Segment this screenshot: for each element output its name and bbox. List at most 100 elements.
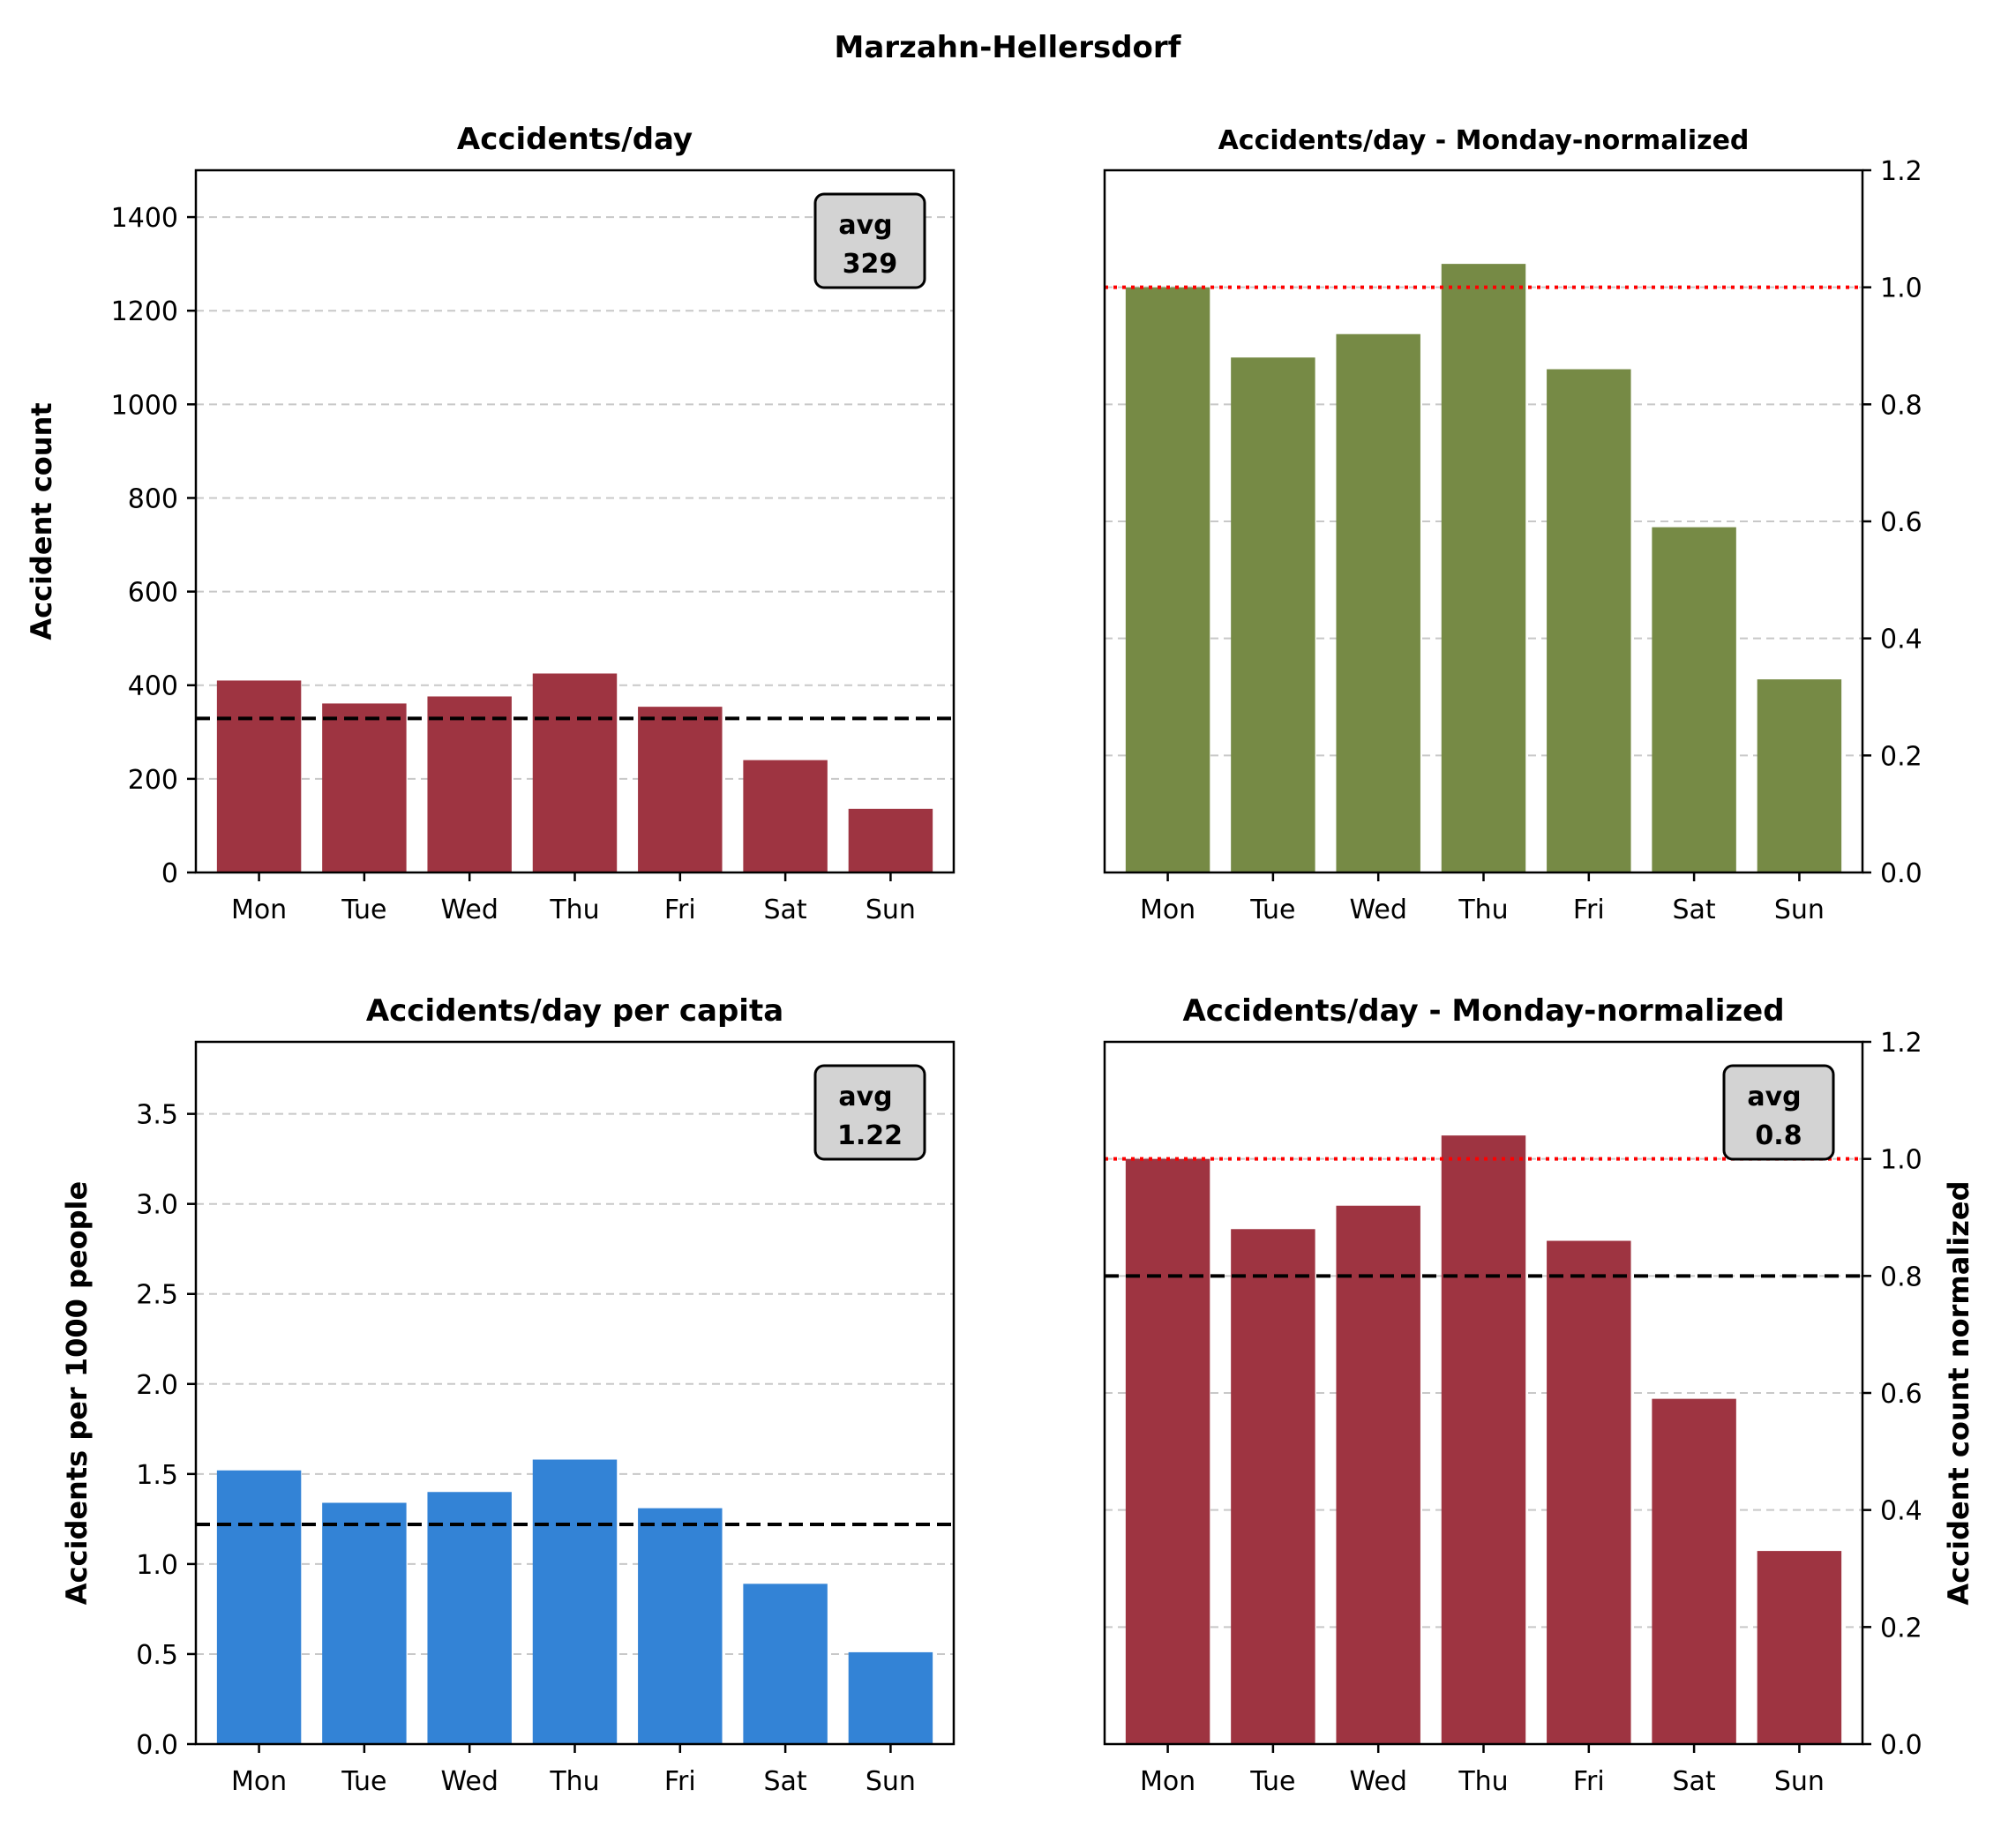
panel4-bar-tue bbox=[1231, 1229, 1315, 1744]
panel1-bar-wed bbox=[427, 696, 512, 872]
panel1-bar-tue bbox=[322, 703, 407, 872]
panel3-xtick-label: Thu bbox=[549, 1766, 599, 1797]
panel4-xtick-label: Mon bbox=[1140, 1766, 1195, 1797]
panel2-bar-mon bbox=[1125, 287, 1210, 873]
panel3-xtick-label: Mon bbox=[231, 1766, 287, 1797]
panel3-xtick-label: Sun bbox=[866, 1766, 916, 1797]
panel1-bar-mon bbox=[216, 680, 302, 872]
panel4-avg-box bbox=[1722, 1064, 1835, 1161]
panel4-ytick-label: 1.0 bbox=[1880, 1145, 1922, 1176]
panel-monday-normalized-bottom: Mon Tue Wed Thu Fri Sat Sun 0.0 0.2 0.4 0.6 0.8 1.0 1… bbox=[1103, 993, 1975, 1797]
panel3-bar-sun bbox=[848, 1651, 933, 1744]
panel-monday-normalized-top: Mon Tue Wed Thu Fri Sat Sun 0.0 0.2 0.4 0.6 0.8 1.0 1… bbox=[1103, 125, 1922, 925]
panel2-ytick-label: 0.6 bbox=[1880, 507, 1922, 538]
panel4-xtick-label: Sat bbox=[1673, 1766, 1716, 1797]
panel4-title: Accidents/day - Monday-normalized bbox=[1182, 993, 1784, 1029]
panel3-xtick-label: Sat bbox=[764, 1766, 807, 1797]
panel2-xtick-label: Tue bbox=[1249, 895, 1295, 925]
panel1-bar-sun bbox=[848, 808, 933, 872]
panel1-xtick-label: Sun bbox=[866, 895, 916, 925]
panel1-ytick-label: 1400 bbox=[111, 203, 178, 234]
panel2-bar-wed bbox=[1336, 333, 1420, 872]
panel3-xtick-label: Tue bbox=[341, 1766, 386, 1797]
panel4-xtick-label: Tue bbox=[1249, 1766, 1295, 1797]
panel-accidents-per-capita: Mon Tue Wed Thu Fri Sat Sun 0.0 0.5 1.0 1.5 2.0 2.5 3… bbox=[60, 993, 956, 1797]
panel2-ytick-label: 0.0 bbox=[1880, 858, 1922, 889]
panel2-xtick-label: Sat bbox=[1673, 895, 1716, 925]
panel1-ytick-label: 600 bbox=[128, 578, 178, 609]
panel3-ytick-label: 2.0 bbox=[136, 1370, 178, 1401]
panel1-bar-sat bbox=[743, 760, 828, 872]
panel1-xtick-label: Sat bbox=[764, 895, 807, 925]
panel2-title: Accidents/day - Monday-normalized bbox=[1218, 125, 1750, 156]
panel3-bar-wed bbox=[427, 1492, 512, 1744]
panel4-avg-box-value: 0.8 bbox=[1755, 1120, 1802, 1151]
panel1-ytick-label: 400 bbox=[128, 671, 178, 702]
panel2-bar-tue bbox=[1231, 357, 1315, 872]
panel3-xtick-label: Wed bbox=[440, 1766, 498, 1797]
panel-accidents-per-day: Mon Tue Wed Thu Fri Sat Sun 0 200 400 600 800 1000 12… bbox=[25, 122, 956, 925]
panel4-ytick-label: 0.6 bbox=[1880, 1379, 1922, 1410]
panel4-xtick-label: Sun bbox=[1774, 1766, 1825, 1797]
panel3-ylabel: Accidents per 1000 people bbox=[60, 1181, 94, 1605]
panel3-avg-box bbox=[813, 1064, 926, 1161]
panel1-avg-box bbox=[813, 192, 926, 289]
panel4-bar-thu bbox=[1441, 1135, 1526, 1744]
panel3-avg-box-value: 1.22 bbox=[837, 1120, 903, 1151]
panel2-bar-sun bbox=[1757, 679, 1842, 872]
panel4-ytick-label: 0.4 bbox=[1880, 1496, 1922, 1527]
panel4-avg-box-label: avg bbox=[1747, 1082, 1801, 1112]
panel2-ytick-label: 0.2 bbox=[1880, 741, 1922, 772]
panel1-title: Accidents/day bbox=[457, 122, 693, 157]
panel4-ylabel: Accident count normalized bbox=[1942, 1180, 1975, 1605]
panel2-ytick-label: 0.4 bbox=[1880, 625, 1922, 655]
panel3-ytick-label: 3.0 bbox=[136, 1190, 178, 1221]
panel1-ytick-label: 1200 bbox=[111, 296, 178, 327]
panel1-avg-box-value: 329 bbox=[843, 249, 898, 280]
panel2-xtick-label: Mon bbox=[1140, 895, 1195, 925]
panel2-xtick-label: Sun bbox=[1774, 895, 1825, 925]
panel1-ytick-label: 800 bbox=[128, 483, 178, 514]
panel4-ytick-label: 1.2 bbox=[1880, 1028, 1922, 1059]
panel1-xtick-label: Mon bbox=[231, 895, 287, 925]
panel1-bar-thu bbox=[532, 673, 618, 872]
panel1-xtick-label: Thu bbox=[549, 895, 599, 925]
figure-suptitle: Marzahn-Hellersdorf bbox=[835, 30, 1182, 65]
panel1-ylabel: Accident count bbox=[25, 402, 58, 640]
panel3-avg-box-label: avg bbox=[838, 1082, 892, 1112]
panel4-bar-sat bbox=[1652, 1398, 1736, 1744]
panel3-bar-thu bbox=[532, 1459, 618, 1744]
panel4-xtick-label: Thu bbox=[1458, 1766, 1508, 1797]
panel4-ytick-label: 0.2 bbox=[1880, 1613, 1922, 1644]
panel1-ytick-label: 0 bbox=[161, 858, 178, 889]
panel2-ytick-label: 1.0 bbox=[1880, 273, 1922, 304]
panel1-bar-fri bbox=[638, 707, 723, 872]
panel2-ytick-label: 1.2 bbox=[1880, 156, 1922, 187]
panel3-ytick-label: 1.0 bbox=[136, 1550, 178, 1581]
panel4-bar-wed bbox=[1336, 1205, 1420, 1744]
panel4-ytick-label: 0.8 bbox=[1880, 1262, 1922, 1292]
panel4-bar-mon bbox=[1125, 1158, 1210, 1744]
panel3-bar-sat bbox=[743, 1584, 828, 1744]
panel2-bar-fri bbox=[1547, 369, 1631, 872]
panel2-xtick-label: Thu bbox=[1458, 895, 1508, 925]
panel1-xtick-label: Tue bbox=[341, 895, 386, 925]
panel3-ytick-label: 2.5 bbox=[136, 1280, 178, 1311]
panel1-ytick-label: 200 bbox=[128, 765, 178, 796]
panel4-xtick-label: Wed bbox=[1349, 1766, 1406, 1797]
panel1-xtick-label: Wed bbox=[440, 895, 498, 925]
panel2-bar-thu bbox=[1441, 264, 1526, 873]
panel2-bar-sat bbox=[1652, 527, 1736, 872]
panel1-xtick-label: Fri bbox=[664, 895, 696, 925]
panel3-ytick-label: 1.5 bbox=[136, 1460, 178, 1491]
panel3-xtick-label: Fri bbox=[664, 1766, 696, 1797]
panel3-title: Accidents/day per capita bbox=[366, 993, 783, 1029]
panel3-bar-mon bbox=[216, 1470, 302, 1744]
panel2-xtick-label: Wed bbox=[1349, 895, 1406, 925]
panel3-ytick-label: 0.0 bbox=[136, 1730, 178, 1761]
panel3-ytick-label: 3.5 bbox=[136, 1100, 178, 1131]
panel4-ytick-label: 0.0 bbox=[1880, 1730, 1922, 1761]
panel1-ytick-label: 1000 bbox=[111, 390, 178, 421]
panel1-avg-box-label: avg bbox=[838, 210, 892, 241]
